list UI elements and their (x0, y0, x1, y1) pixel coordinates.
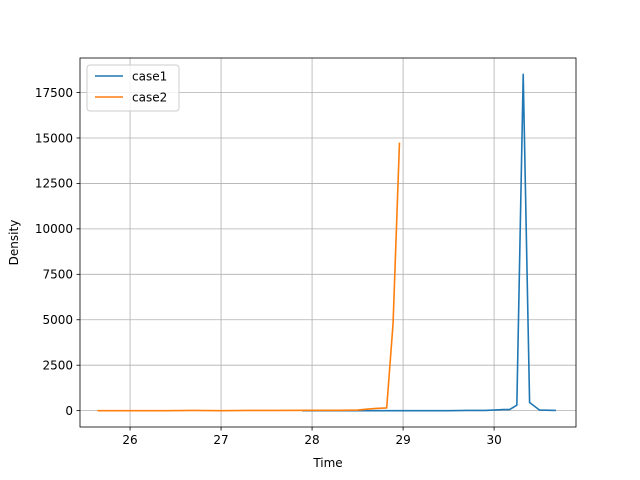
x-tick-label: 28 (304, 433, 319, 447)
y-tick-label: 12500 (35, 177, 73, 191)
y-tick-label: 15000 (35, 131, 73, 145)
y-tick-label: 5000 (42, 313, 73, 327)
plot-area (80, 58, 576, 427)
x-axis-label: Time (312, 456, 342, 470)
plot-frame (79, 57, 577, 428)
y-tick-label: 10000 (35, 222, 73, 236)
y-axis-label: Density (7, 220, 21, 266)
y-tick-label: 2500 (42, 358, 73, 372)
legend-label-case2: case2 (132, 90, 167, 104)
grid (80, 58, 576, 427)
legend: case1 case2 (86, 64, 180, 112)
x-axis-ticks: 26 27 28 29 30 (122, 427, 502, 447)
series-line-case2 (97, 142, 401, 412)
y-tick-label: 0 (65, 404, 73, 418)
y-axis-ticks: 0 2500 5000 7500 10000 12500 15000 17500 (35, 86, 80, 418)
x-tick-label: 29 (395, 433, 410, 447)
y-tick-label: 17500 (35, 86, 73, 100)
y-tick-label: 7500 (42, 268, 73, 282)
legend-label-case1: case1 (132, 69, 167, 83)
series-lines (97, 73, 556, 412)
x-tick-label: 27 (213, 433, 228, 447)
x-tick-label: 26 (122, 433, 137, 447)
x-tick-label: 30 (486, 433, 501, 447)
